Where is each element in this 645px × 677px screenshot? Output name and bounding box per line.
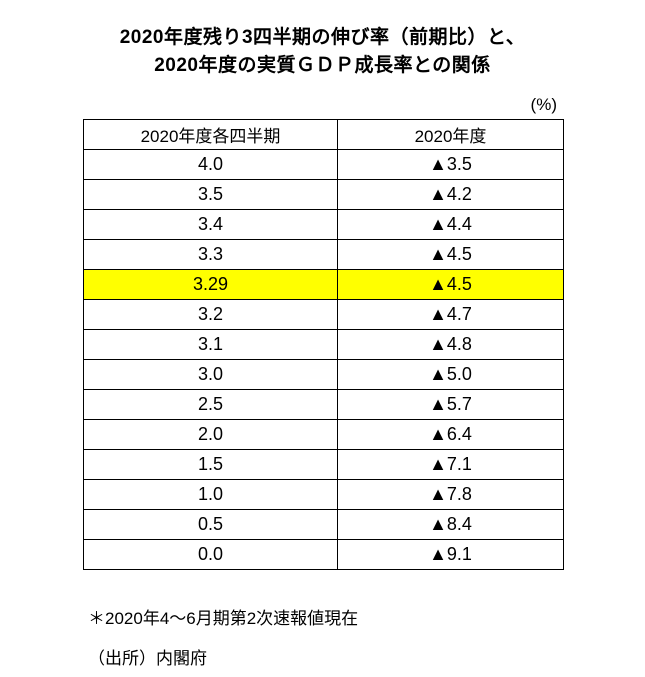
cell-fy-growth: ▲7.8 [337, 479, 564, 510]
column-header-quarterly-growth: 2020年度各四半期 [83, 119, 338, 150]
table-header-row: 2020年度各四半期 2020年度 [83, 119, 564, 150]
table-row: 1.5 ▲7.1 [83, 449, 564, 480]
cell-quarterly-growth: 2.5 [83, 389, 338, 420]
table-row: 3.2 ▲4.7 [83, 299, 564, 330]
cell-quarterly-growth: 4.0 [83, 149, 338, 180]
cell-fy-growth: ▲4.5 [337, 269, 564, 300]
cell-quarterly-growth: 3.0 [83, 359, 338, 390]
cell-quarterly-growth: 0.0 [83, 539, 338, 570]
table-row: 3.0 ▲5.0 [83, 359, 564, 390]
cell-quarterly-growth: 3.3 [83, 239, 338, 270]
gdp-growth-table: 2020年度各四半期 2020年度 4.0 ▲3.5 3.5 ▲4.2 3.4 … [83, 119, 564, 570]
table-row: 3.5 ▲4.2 [83, 179, 564, 210]
cell-fy-growth: ▲4.7 [337, 299, 564, 330]
cell-fy-growth: ▲4.8 [337, 329, 564, 360]
table-row: 0.0 ▲9.1 [83, 539, 564, 570]
table-row: 3.3 ▲4.5 [83, 239, 564, 270]
unit-label-percent: (%) [530, 95, 557, 114]
cell-fy-growth: ▲8.4 [337, 509, 564, 540]
cell-fy-growth: ▲4.4 [337, 209, 564, 240]
page-title: 2020年度残り3四半期の伸び率（前期比）と、 2020年度の実質ＧＤＰ成長率と… [0, 24, 645, 80]
cell-quarterly-growth: 1.0 [83, 479, 338, 510]
cell-fy-growth: ▲5.7 [337, 389, 564, 420]
cell-quarterly-growth: 3.1 [83, 329, 338, 360]
cell-quarterly-growth: 2.0 [83, 419, 338, 450]
page-title-line2: 2020年度の実質ＧＤＰ成長率との関係 [154, 55, 491, 76]
cell-quarterly-growth: 3.2 [83, 299, 338, 330]
cell-quarterly-growth: 3.29 [83, 269, 338, 300]
table-row: 1.0 ▲7.8 [83, 479, 564, 510]
table-row: 0.5 ▲8.4 [83, 509, 564, 540]
table-row: 3.4 ▲4.4 [83, 209, 564, 240]
cell-fy-growth: ▲9.1 [337, 539, 564, 570]
cell-fy-growth: ▲4.2 [337, 179, 564, 210]
footnote-source: （出所）内閣府 [88, 649, 207, 668]
cell-fy-growth: ▲3.5 [337, 149, 564, 180]
cell-fy-growth: ▲7.1 [337, 449, 564, 480]
cell-fy-growth: ▲5.0 [337, 359, 564, 390]
table-row: 4.0 ▲3.5 [83, 149, 564, 180]
table-row: 2.0 ▲6.4 [83, 419, 564, 450]
table-row-highlighted: 3.29 ▲4.5 [83, 269, 564, 300]
cell-fy-growth: ▲6.4 [337, 419, 564, 450]
column-header-fiscal-year: 2020年度 [337, 119, 564, 150]
table-row: 2.5 ▲5.7 [83, 389, 564, 420]
page-title-line1: 2020年度残り3四半期の伸び率（前期比）と、 [119, 27, 526, 48]
cell-quarterly-growth: 1.5 [83, 449, 338, 480]
footnote-data-vintage: ＊2020年4～6月期第2次速報値現在 [88, 609, 359, 628]
cell-quarterly-growth: 3.5 [83, 179, 338, 210]
cell-quarterly-growth: 3.4 [83, 209, 338, 240]
cell-fy-growth: ▲4.5 [337, 239, 564, 270]
table-row: 3.1 ▲4.8 [83, 329, 564, 360]
cell-quarterly-growth: 0.5 [83, 509, 338, 540]
